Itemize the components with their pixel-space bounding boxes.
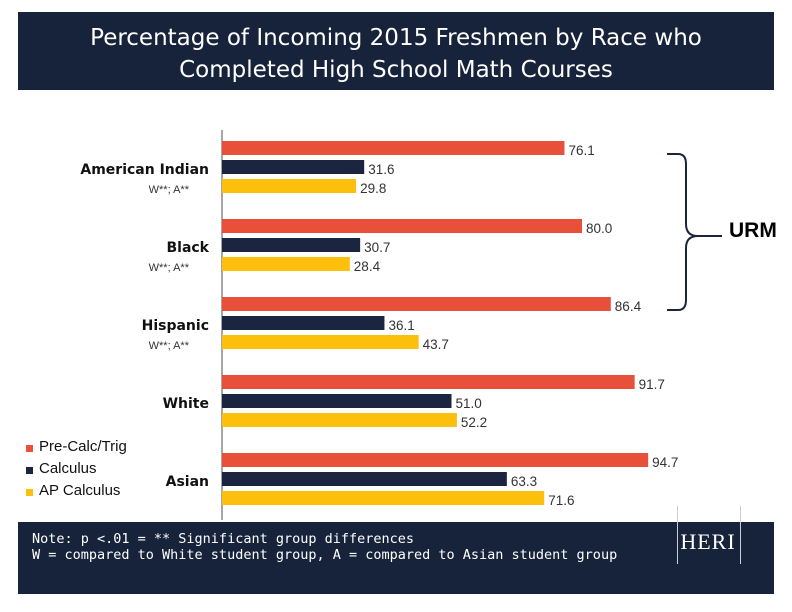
legend-swatch-ap-calculus — [26, 489, 33, 496]
bar-black-pre-calc-trig — [222, 219, 582, 233]
urm-label: URM — [729, 219, 777, 242]
value-label-american-indian-pre-calc-trig: 76.1 — [568, 143, 594, 158]
bar-asian-pre-calc-trig — [222, 453, 649, 467]
bar-american-indian-pre-calc-trig — [222, 141, 565, 155]
bar-white-calculus — [222, 394, 452, 408]
bar-american-indian-calculus — [222, 160, 365, 174]
value-label-asian-pre-calc-trig: 94.7 — [652, 455, 678, 470]
significance-label-black: W**; A** — [149, 262, 190, 274]
value-label-white-calculus: 51.0 — [456, 396, 482, 411]
legend-label-pre-calc: Pre-Calc/Trig — [39, 438, 127, 455]
bar-black-calculus — [222, 238, 361, 252]
value-label-black-pre-calc-trig: 80.0 — [586, 221, 612, 236]
bar-hispanic-ap-calculus — [222, 335, 419, 349]
legend-swatch-calculus — [26, 467, 33, 474]
value-label-american-indian-ap-calculus: 29.8 — [360, 181, 386, 196]
value-label-black-calculus: 30.7 — [364, 240, 390, 255]
chart-legend: Pre-Calc/Trig Calculus AP Calculus — [22, 438, 162, 504]
bar-american-indian-ap-calculus — [222, 179, 357, 193]
footnote-line-2: W = compared to White student group, A =… — [32, 547, 618, 563]
bar-white-pre-calc-trig — [222, 375, 635, 389]
legend-label-ap-calculus: AP Calculus — [39, 482, 121, 499]
bar-black-ap-calculus — [222, 257, 350, 271]
bar-asian-ap-calculus — [222, 491, 545, 505]
chart-title-line-2: Completed High School Math Courses — [179, 57, 613, 83]
legend-item-pre-calc: Pre-Calc/Trig — [22, 438, 162, 460]
category-label-american-indian: American Indian — [80, 162, 209, 178]
category-label-white: White — [163, 396, 209, 412]
value-label-asian-calculus: 63.3 — [511, 474, 537, 489]
legend-item-calculus: Calculus — [22, 460, 162, 482]
chart-title: Percentage of Incoming 2015 Freshmen by … — [18, 22, 774, 86]
bar-white-ap-calculus — [222, 413, 457, 427]
significance-label-hispanic: W**; A** — [149, 340, 190, 352]
legend-label-calculus: Calculus — [39, 460, 97, 477]
significance-label-american-indian: W**; A** — [149, 184, 190, 196]
value-label-hispanic-pre-calc-trig: 86.4 — [615, 299, 642, 314]
footnote: Note: p <.01 = ** Significant group diff… — [32, 531, 617, 563]
legend-swatch-pre-calc — [26, 445, 33, 452]
legend-item-ap-calculus: AP Calculus — [22, 482, 162, 504]
value-label-hispanic-calculus: 36.1 — [388, 318, 414, 333]
bar-hispanic-pre-calc-trig — [222, 297, 611, 311]
title-banner — [18, 12, 774, 90]
category-label-asian: Asian — [166, 474, 209, 490]
urm-bracket — [667, 153, 722, 311]
logo-frame — [677, 506, 741, 564]
category-label-hispanic: Hispanic — [142, 318, 209, 334]
value-label-white-pre-calc-trig: 91.7 — [639, 377, 665, 392]
footnote-line-1: Note: p <.01 = ** Significant group diff… — [32, 531, 415, 547]
value-label-black-ap-calculus: 28.4 — [354, 259, 381, 274]
bar-asian-calculus — [222, 472, 507, 486]
category-label-black: Black — [166, 240, 209, 256]
chart-title-line-1: Percentage of Incoming 2015 Freshmen by … — [90, 25, 702, 51]
footer-banner — [18, 522, 774, 594]
value-label-asian-ap-calculus: 71.6 — [548, 493, 574, 508]
value-label-hispanic-ap-calculus: 43.7 — [423, 337, 449, 352]
bar-hispanic-calculus — [222, 316, 385, 330]
value-label-american-indian-calculus: 31.6 — [368, 162, 394, 177]
value-label-white-ap-calculus: 52.2 — [461, 415, 487, 430]
heri-logo: HERI — [680, 529, 736, 554]
